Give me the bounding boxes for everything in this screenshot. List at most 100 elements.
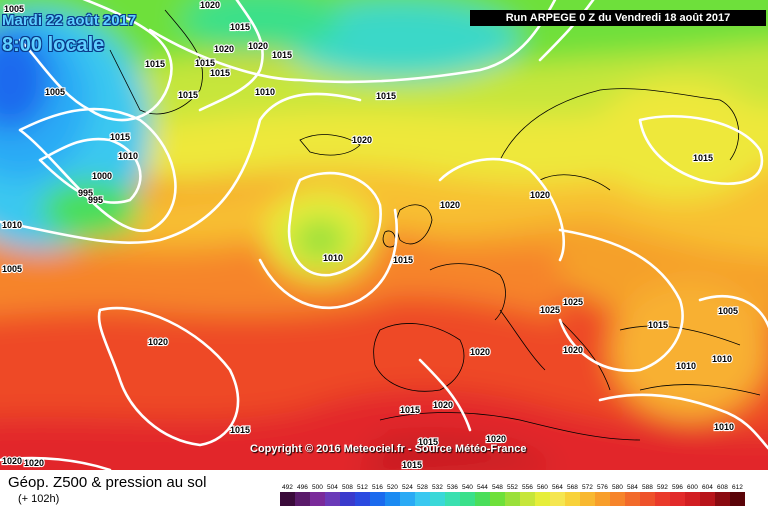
isobar-label: 1020 [248,41,268,51]
isobar-label: 1010 [712,354,732,364]
isobar-label: 1015 [230,22,250,32]
legend-tick-label: 552 [507,484,518,491]
legend-swatch [520,492,535,506]
legend-tick-label: 516 [372,484,383,491]
legend-swatch [655,492,670,506]
legend-swatch [670,492,685,506]
legend-swatch [310,492,325,506]
isobar-label: 1020 [148,337,168,347]
run-title: Run ARPEGE 0 Z du Vendredi 18 août 2017 [470,10,766,26]
legend-swatch [475,492,490,506]
legend-tick-label: 580 [612,484,623,491]
legend-tick-label: 596 [672,484,683,491]
color-legend: 492 496 500 504 508 512 516 520 524 528 532 536 540 5… [280,484,745,506]
legend-tick-label: 560 [537,484,548,491]
legend-tick-label: 492 [282,484,293,491]
isobar-label: 1010 [323,253,343,263]
isobar-label: 1020 [200,0,220,10]
valid-time: 8:00 locale [2,34,105,56]
legend-swatch [715,492,730,506]
isobar-label: 1025 [563,297,583,307]
isobar-label: 1020 [2,456,22,466]
legend-tick-label: 568 [567,484,578,491]
isobar-label: 1020 [214,44,234,54]
map-canvas: 1005 1020 1005 1015 1015 1010 1000 995 9… [0,0,768,470]
legend-tick-label: 544 [477,484,488,491]
legend-swatch [355,492,370,506]
isobar-label: 1010 [2,220,22,230]
isobar-label: 1015 [272,50,292,60]
legend-tick-label: 600 [687,484,698,491]
legend-tick-label: 540 [462,484,473,491]
isobar-label: 1010 [255,87,275,97]
legend-swatch [460,492,475,506]
legend-tick-label: 592 [657,484,668,491]
legend-tick-label: 520 [387,484,398,491]
legend-tick-label: 548 [492,484,503,491]
isobar-label: 1015 [402,460,422,470]
legend-swatch [430,492,445,506]
legend-swatch [550,492,565,506]
legend-swatch [700,492,715,506]
legend-swatch [415,492,430,506]
isobar-label: 995 [78,188,93,198]
legend-tick-label: 512 [357,484,368,491]
legend-swatch [340,492,355,506]
legend-swatch [595,492,610,506]
legend-tick-label: 576 [597,484,608,491]
isobar-label: 1020 [24,458,44,468]
legend-tick-label: 496 [297,484,308,491]
isobar-label: 1005 [4,4,24,14]
isobar-label: 1005 [2,264,22,274]
legend-swatch [295,492,310,506]
legend-tick-label: 604 [702,484,713,491]
legend-swatch [640,492,655,506]
isobar-label: 1015 [376,91,396,101]
legend-swatch [535,492,550,506]
isobar-label: 1020 [440,200,460,210]
isobar-label: 1015 [418,437,438,447]
copyright-notice: Copyright © 2016 Meteociel.fr - Source M… [250,443,527,455]
legend-tick-label: 572 [582,484,593,491]
legend-tick-label: 524 [402,484,413,491]
isobar-labels: 1005 1020 1005 1015 1015 1010 1000 995 9… [1,0,739,470]
product-subtitle: (+ 102h) [18,493,60,505]
isobar-label: 1020 [563,345,583,355]
legend-swatch [370,492,385,506]
isobar-label: 1015 [210,68,230,78]
isobar-label: 1020 [470,347,490,357]
product-title: Géop. Z500 & pression au sol [8,474,207,491]
geopotential-field [0,0,768,470]
isobar-label: 1025 [540,305,560,315]
isobar-label: 1000 [92,171,112,181]
legend-tick-label: 608 [717,484,728,491]
legend-swatch [280,492,295,506]
isobar-label: 1010 [714,422,734,432]
coastlines [109,9,761,441]
weather-map: 1005 1020 1005 1015 1015 1010 1000 995 9… [0,0,768,470]
isobar-label: 995 [88,195,103,205]
valid-date: Mardi 22 août 2017 [2,12,137,29]
legend-swatch [685,492,700,506]
isobar-label: 1015 [110,132,130,142]
legend-tick-label: 612 [732,484,743,491]
legend-swatch [325,492,340,506]
legend-swatch [490,492,505,506]
isobar-label: 1015 [145,59,165,69]
map-footer: Géop. Z500 & pression au sol (+ 102h) 49… [0,470,768,512]
isobar-label: 1015 [648,320,668,330]
isobar-label: 1015 [393,255,413,265]
legend-swatch [505,492,520,506]
legend-tick-label: 528 [417,484,428,491]
legend-swatch [625,492,640,506]
legend-swatch [730,492,745,506]
isobar-label: 1015 [195,58,215,68]
isobar-label: 1020 [486,434,506,444]
legend-tick-label: 556 [522,484,533,491]
legend-swatch [385,492,400,506]
isobar-label: 1015 [693,153,713,163]
legend-swatch [565,492,580,506]
legend-tick-label: 564 [552,484,563,491]
isobar-label: 1015 [178,90,198,100]
isobar-label: 1005 [45,87,65,97]
